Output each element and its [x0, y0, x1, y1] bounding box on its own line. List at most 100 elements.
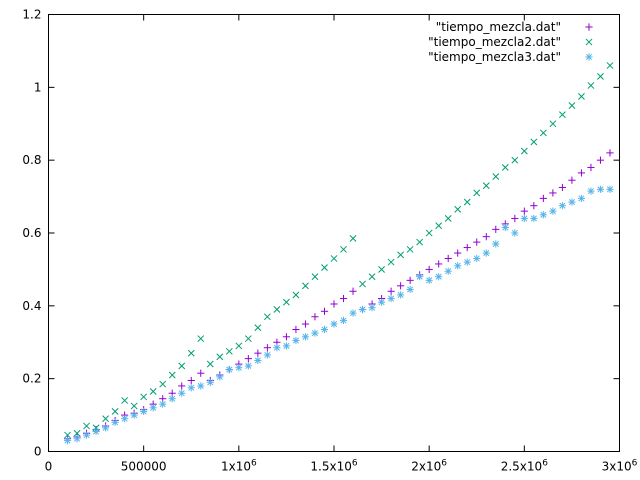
data-point [558, 111, 566, 119]
legend-marker [585, 53, 593, 61]
data-point [330, 320, 338, 328]
data-point [149, 404, 157, 412]
data-point [301, 320, 310, 328]
data-point [473, 238, 481, 246]
data-point [378, 266, 385, 273]
legend-label: "tiempo_mezcla.dat" [436, 20, 561, 34]
data-point [520, 207, 528, 215]
data-point [102, 424, 110, 432]
data-point [558, 183, 566, 192]
data-point [292, 336, 300, 345]
data-point [397, 282, 405, 290]
data-point [501, 164, 509, 171]
data-point [73, 429, 81, 437]
y-tick-label: 0 [34, 445, 42, 459]
data-point [149, 387, 157, 395]
data-point [482, 233, 490, 241]
data-point [425, 276, 433, 284]
data-point [473, 254, 481, 263]
data-point [473, 189, 481, 197]
data-point [225, 365, 233, 374]
axis-ticks [48, 14, 620, 452]
data-point [463, 198, 471, 206]
data-point [387, 294, 395, 303]
data-point [283, 298, 290, 306]
data-point [92, 427, 100, 436]
legend-marker [585, 23, 593, 31]
data-point [587, 82, 595, 89]
data-point [339, 316, 348, 324]
data-point [282, 342, 291, 350]
data-point [83, 422, 90, 430]
data-point [216, 353, 224, 361]
data-point [435, 273, 443, 281]
x-tick-label: 2.5x106 [501, 459, 548, 474]
legend-item: "tiempo_mezcla.dat" [436, 20, 593, 34]
data-point [64, 431, 71, 439]
data-point [492, 225, 500, 233]
y-tick-label: 1 [34, 80, 42, 94]
data-point [321, 264, 328, 272]
data-point [387, 287, 395, 295]
data-point [444, 215, 452, 222]
data-point [301, 333, 310, 341]
data-point [263, 344, 271, 352]
x-tick-label: 1.5x106 [310, 459, 357, 474]
data-point [244, 335, 252, 343]
data-point [597, 72, 604, 80]
legend: "tiempo_mezcla.dat""tiempo_mezcla2.dat""… [428, 20, 593, 64]
data-point [358, 305, 367, 314]
data-point [216, 373, 224, 381]
data-point [159, 380, 167, 388]
data-point [425, 265, 433, 274]
data-point [596, 156, 605, 164]
data-point [311, 313, 319, 321]
y-tick-label: 0.6 [22, 226, 41, 240]
data-point [263, 313, 271, 321]
data-point [606, 185, 614, 193]
data-point [292, 291, 300, 299]
data-point [187, 376, 195, 385]
data-point [549, 120, 557, 128]
legend-label: "tiempo_mezcla3.dat" [428, 50, 561, 64]
series-3-points [63, 185, 614, 445]
data-point [130, 402, 138, 410]
data-point [444, 254, 452, 263]
data-point [511, 156, 519, 164]
data-point [577, 169, 586, 177]
data-point [197, 369, 205, 377]
legend-marker [585, 38, 593, 46]
data-point [530, 214, 538, 223]
series-2-points [64, 62, 614, 439]
data-point [520, 214, 528, 223]
data-point [82, 431, 91, 439]
data-point [454, 262, 462, 270]
data-point [435, 222, 443, 230]
data-point [539, 129, 547, 137]
data-point [273, 344, 281, 352]
data-point [530, 202, 538, 210]
data-point [587, 163, 595, 172]
legend-label: "tiempo_mezcla2.dat" [428, 35, 561, 49]
data-point [406, 245, 414, 253]
data-point [111, 408, 119, 415]
data-point [349, 309, 357, 317]
data-point [397, 291, 405, 299]
x-tick-exponent: 6 [441, 459, 447, 469]
data-point [368, 304, 376, 312]
data-point [178, 362, 186, 370]
data-point [292, 325, 300, 334]
x-tick-label: 2x106 [411, 459, 447, 474]
data-point [577, 194, 586, 203]
plot-frame [48, 14, 620, 452]
data-point [320, 307, 329, 315]
data-point [254, 356, 262, 365]
data-point [606, 62, 614, 69]
x-tick-label: 0 [45, 460, 53, 474]
data-point [444, 267, 452, 275]
y-axis-tick-labels: 0 0.2 0.4 0.6 0.8 1 1.2 [22, 8, 41, 459]
data-point [530, 138, 538, 146]
legend-item: "tiempo_mezcla2.dat" [428, 35, 593, 49]
data-point [482, 249, 490, 257]
x-tick-exponent: 6 [352, 459, 358, 469]
